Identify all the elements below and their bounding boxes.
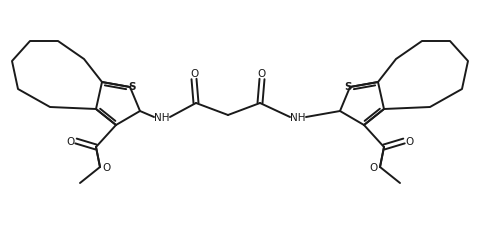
Text: NH: NH: [290, 112, 306, 122]
Text: NH: NH: [154, 112, 170, 122]
Text: O: O: [406, 136, 414, 146]
Text: S: S: [128, 82, 136, 92]
Text: O: O: [66, 136, 74, 146]
Text: S: S: [344, 82, 352, 92]
Text: O: O: [102, 162, 110, 172]
Text: O: O: [370, 162, 378, 172]
Text: O: O: [258, 69, 266, 79]
Text: O: O: [190, 69, 198, 79]
